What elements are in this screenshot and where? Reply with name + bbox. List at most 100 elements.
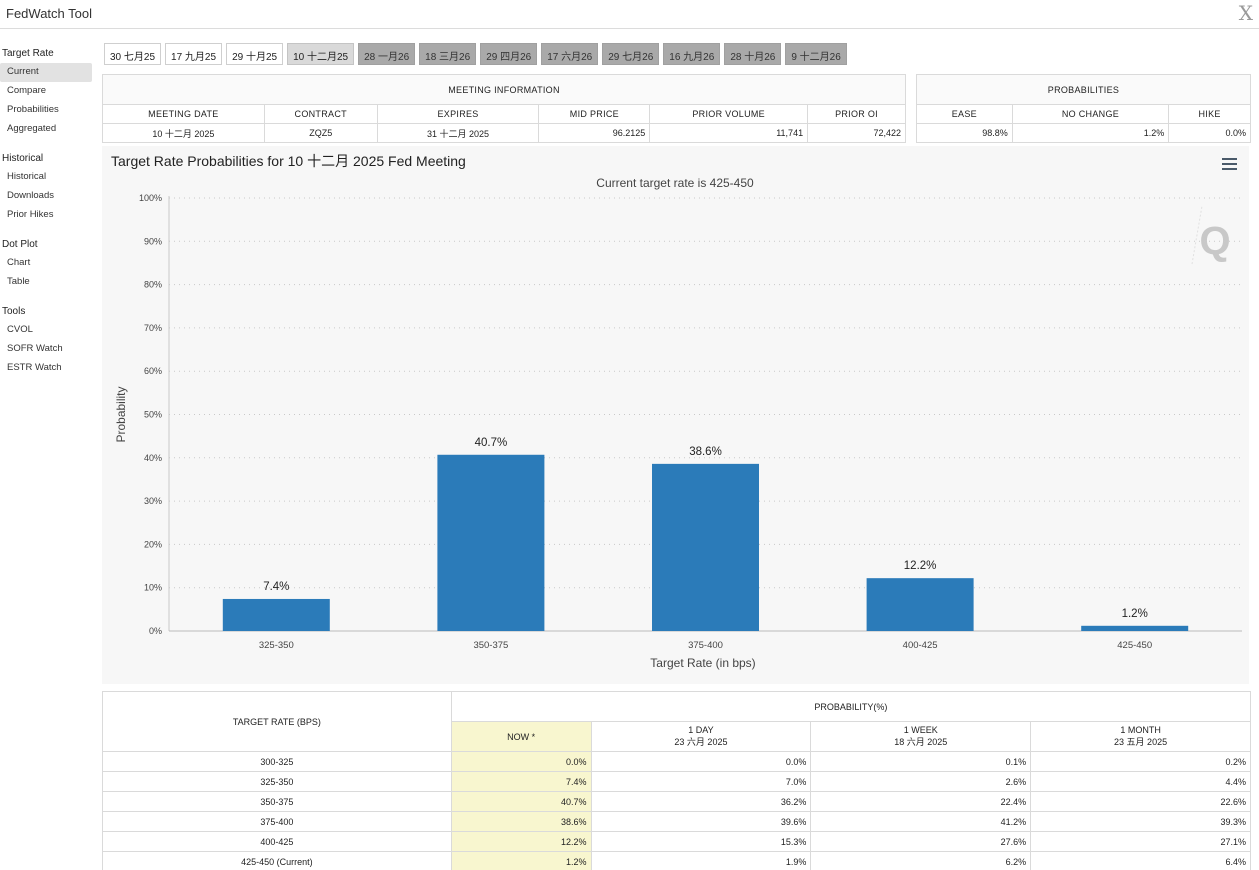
prob-column-label: 1 DAY [688,725,714,735]
sidebar-section: Target Rate Current Compare Probabilities Ag… [0,44,96,139]
contract-value: ZQZ5 [263,123,378,143]
sidebar-item-downloads[interactable]: Downloads [7,190,54,201]
sidebar-item-prior-hikes[interactable]: Prior Hikes [7,209,54,220]
contract-header: CONTRACT [263,104,378,124]
sidebar-heading: Target Rate [2,48,54,59]
x-tick-label: 400-425 [903,640,938,651]
probability-cell: 7.0% [590,771,812,792]
meeting-tab[interactable]: 28 十月26 [724,43,782,65]
meeting-tab[interactable]: 17 六月26 [541,43,599,65]
data-label: 40.7% [475,437,508,449]
meeting-tab[interactable]: 29 七月26 [602,43,660,65]
target-rate-cell: 400-425 [102,831,452,852]
data-label: 1.2% [1122,608,1148,620]
meeting-tab[interactable]: 16 九月26 [663,43,721,65]
sidebar-item-table[interactable]: Table [7,276,30,287]
hamburger-menu-icon[interactable] [1222,158,1237,170]
probability-cell: 6.4% [1030,851,1251,870]
sidebar-heading: Tools [2,306,26,317]
probability-cell: 4.4% [1030,771,1251,792]
prob-column-date: 23 六月 2025 [674,737,728,747]
meeting-info-title: MEETING INFORMATION [102,74,906,105]
prob-column-date: 23 五月 2025 [1114,737,1168,747]
y-tick-label: 70% [144,323,162,333]
meeting-tab[interactable]: 18 三月26 [419,43,477,65]
y-tick-label: 40% [144,453,162,463]
target-rate-cell: 375-400 [102,811,452,832]
sidebar-item-cvol[interactable]: CVOL [7,324,33,335]
table-row: 325-350 7.4% 7.0% 2.6% 4.4% [102,771,1251,792]
q-logo-icon: Q [1191,205,1231,265]
y-tick-label: 60% [144,366,162,376]
probability-cell: 1.2% [450,851,592,870]
hike-value: 0.0% [1168,123,1251,143]
sidebar-item-historical[interactable]: Historical [7,171,47,182]
sidebar-section: Dot Plot Chart Table [0,235,96,292]
app-title: FedWatch Tool [6,6,92,21]
prior-volume-header: PRIOR VOLUME [649,104,809,124]
probability-cell: 0.2% [1030,751,1251,772]
prob-column-header: 1 DAY 23 六月 2025 [590,721,812,752]
sidebar-item-aggregated[interactable]: Aggregated [7,123,57,134]
y-tick-label: 30% [144,496,162,506]
sidebar-heading: Dot Plot [2,239,38,250]
sidebar-item-compare[interactable]: Compare [7,85,47,96]
meeting-tab[interactable]: 28 一月26 [358,43,416,65]
meeting-tab[interactable]: 17 九月25 [165,43,223,65]
x-tick-label: 425-450 [1117,640,1152,651]
probability-cell: 39.6% [590,811,812,832]
data-label: 12.2% [904,560,937,572]
bar-375-400[interactable] [652,463,759,631]
y-tick-label: 80% [144,280,162,290]
sidebar-item-probabilities[interactable]: Probabilities [7,104,59,115]
sidebar-item-sofr-watch[interactable]: SOFR Watch [7,343,63,354]
x-tick-label: 375-400 [688,640,723,651]
y-tick-label: 10% [144,583,162,593]
sidebar-item-current[interactable]: Current [0,63,92,82]
prob-column-date: 18 六月 2025 [894,737,948,747]
probability-cell: 1.9% [590,851,812,870]
bar-400-425[interactable] [866,578,974,631]
meeting-tab[interactable]: 30 七月25 [104,43,162,65]
meeting-tab[interactable]: 29 四月26 [480,43,538,65]
meeting-tab[interactable]: 10 十二月25 [287,43,355,65]
prob-column-header: 1 MONTH 23 五月 2025 [1030,721,1251,752]
probability-cell: 40.7% [450,791,592,812]
close-icon[interactable]: X [1238,1,1253,25]
probability-cell: 39.3% [1030,811,1251,832]
chart-subtitle: Current target rate is 425-450 [596,176,754,190]
table-row: 400-425 12.2% 15.3% 27.6% 27.1% [102,831,1251,852]
meeting-info-table: MEETING INFORMATION MEETING DATE CONTRAC… [102,74,906,143]
y-tick-label: 90% [144,236,162,246]
target-rate-cell: 300-325 [102,751,452,772]
hike-header: HIKE [1168,104,1251,124]
prior-oi-value: 72,422 [807,123,906,143]
probability-cell: 7.4% [450,771,592,792]
y-axis-label: Probability [114,386,128,442]
ease-value: 98.8% [916,123,1013,143]
probability-header: PROBABILITY(%) [450,691,1252,722]
meeting-tab[interactable]: 29 十月25 [226,43,284,65]
bar-325-350[interactable] [222,598,330,631]
table-row: 350-375 40.7% 36.2% 22.4% 22.6% [102,791,1251,812]
probability-cell: 38.6% [450,811,592,832]
y-tick-label: 50% [144,410,162,420]
probability-cell: 6.2% [810,851,1032,870]
bar-425-450[interactable] [1081,625,1189,631]
meeting-tab[interactable]: 9 十二月26 [785,43,847,65]
title-bar: FedWatch Tool X [0,0,1259,29]
sidebar-section: Tools CVOL SOFR Watch ESTR Watch [0,302,96,378]
sidebar-item-chart[interactable]: Chart [7,257,31,268]
prob-column-header: 1 WEEK 18 六月 2025 [810,721,1032,752]
probability-cell: 41.2% [810,811,1032,832]
prob-column-label: NOW * [507,731,536,742]
data-label: 7.4% [263,581,289,593]
sidebar-item-estr-watch[interactable]: ESTR Watch [7,362,62,373]
probability-cell: 22.6% [1030,791,1251,812]
bar-350-375[interactable] [437,454,545,631]
prob-column-header: NOW * [450,721,592,752]
axes: 0% 10% 20% 30% 40% 50% 60% 70% 80% 90% 100% 325-350… [139,193,1242,651]
data-label: 38.6% [689,446,722,458]
target-rate-cell: 325-350 [102,771,452,792]
probabilities-title: PROBABILITIES [916,74,1251,105]
